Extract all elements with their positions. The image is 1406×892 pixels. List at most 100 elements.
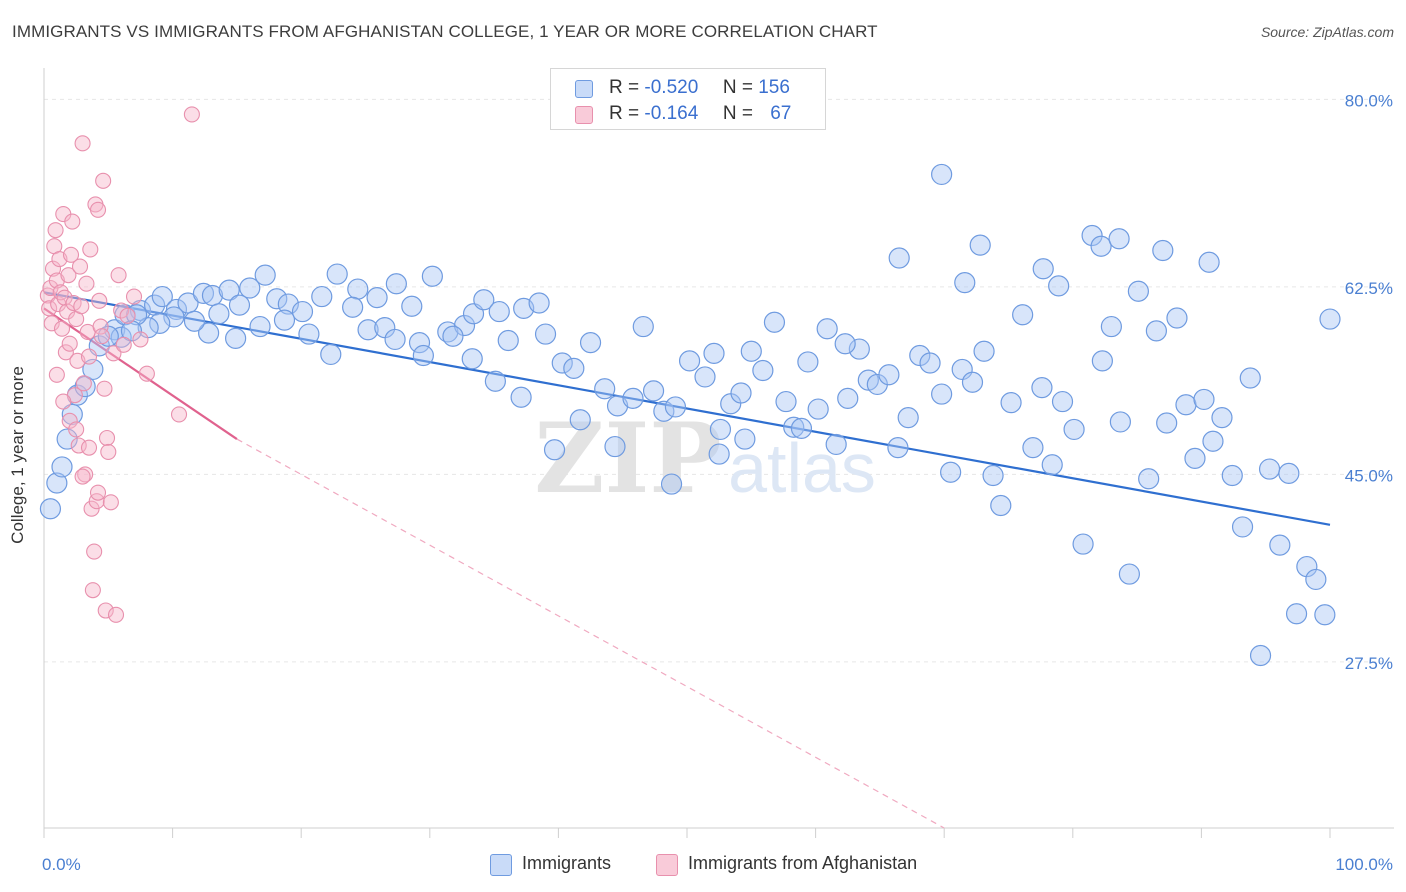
point-immigrants: [39, 498, 62, 520]
point-afghanistan: [62, 246, 80, 263]
point-afghanistan: [55, 393, 72, 410]
point-afghanistan: [82, 241, 99, 258]
point-afghanistan: [132, 331, 149, 348]
point-immigrants: [551, 352, 573, 374]
point-afghanistan: [77, 466, 94, 483]
legend-swatch-immigrants: [575, 80, 593, 98]
point-afghanistan: [48, 366, 65, 383]
point-afghanistan: [170, 406, 188, 423]
source-label: Source: ZipAtlas.com: [1260, 24, 1394, 40]
point-immigrants: [816, 318, 838, 340]
legend-r-label: R =: [609, 103, 640, 124]
point-immigrants: [357, 319, 379, 341]
point-immigrants: [51, 456, 73, 478]
grid-lines: [44, 98, 1394, 663]
point-immigrants: [897, 407, 919, 429]
point-immigrants: [1072, 533, 1094, 555]
point-afghanistan: [115, 336, 132, 353]
point-immigrants: [579, 332, 602, 354]
point-immigrants: [1031, 377, 1053, 399]
point-immigrants: [421, 265, 443, 287]
point-immigrants: [887, 437, 909, 459]
point-immigrants: [973, 340, 995, 362]
point-afghanistan: [61, 335, 78, 352]
point-immigrants: [740, 340, 762, 362]
point-immigrants: [703, 342, 725, 364]
point-afghanistan: [100, 443, 117, 460]
point-immigrants: [783, 416, 805, 438]
legend-row-immigrants: R = -0.520 N = 156: [551, 75, 825, 101]
point-afghanistan: [68, 421, 85, 438]
point-afghanistan: [96, 380, 113, 397]
point-immigrants: [408, 332, 431, 354]
point-immigrants: [752, 359, 774, 382]
point-afghanistan: [47, 222, 64, 239]
point-immigrants: [954, 272, 976, 294]
point-immigrants: [1051, 390, 1074, 413]
point-afghanistan: [43, 315, 60, 332]
legend-n-label: N =: [722, 77, 753, 98]
point-immigrants: [940, 461, 962, 483]
legend-r-label: R =: [609, 77, 640, 98]
point-immigrants: [797, 351, 819, 373]
point-afghanistan: [110, 267, 127, 284]
point-afghanistan: [56, 289, 73, 306]
point-immigrants: [919, 352, 941, 374]
point-immigrants: [694, 366, 716, 388]
point-afghanistan: [89, 201, 107, 218]
point-afghanistan: [98, 429, 116, 447]
point-immigrants: [311, 285, 333, 308]
point-immigrants: [488, 300, 510, 323]
tick-labels: 27.5% 45.0% 62.5% 80.0% 0.0% 100.0%: [42, 91, 1393, 874]
point-immigrants: [1198, 251, 1220, 273]
legend-n-value: 67: [770, 103, 792, 124]
point-immigrants: [218, 279, 240, 301]
point-immigrants: [320, 343, 342, 366]
trendline-afghanistan-extension: [236, 438, 945, 829]
point-afghanistan: [60, 267, 77, 284]
watermark: ZIP atlas: [534, 402, 876, 515]
point-immigrants: [1202, 430, 1224, 452]
point-afghanistan: [57, 344, 74, 361]
point-immigrants: [342, 296, 364, 318]
point-immigrants: [990, 494, 1012, 517]
point-immigrants: [347, 278, 369, 300]
point-immigrants: [1127, 280, 1149, 302]
point-afghanistan: [89, 484, 107, 501]
point-afghanistan: [119, 307, 136, 324]
point-immigrants: [790, 417, 813, 439]
point-immigrants: [1022, 437, 1044, 459]
point-immigrants: [254, 264, 276, 286]
watermark-atlas: atlas: [728, 429, 876, 507]
point-immigrants: [807, 398, 829, 420]
point-immigrants: [528, 292, 550, 314]
point-immigrants: [228, 294, 251, 316]
point-immigrants: [969, 234, 991, 256]
point-immigrants: [664, 396, 687, 418]
point-immigrants: [151, 285, 173, 308]
y-tick-label: 27.5%: [1345, 654, 1393, 673]
point-immigrants: [225, 327, 247, 349]
point-immigrants: [1285, 603, 1308, 625]
point-afghanistan: [61, 412, 78, 429]
point-afghanistan: [71, 258, 89, 275]
data-points: [39, 106, 1341, 667]
point-immigrants: [534, 323, 557, 345]
point-immigrants: [604, 435, 626, 458]
point-immigrants: [1184, 447, 1206, 469]
y-axis-label: College, 1 year or more: [8, 366, 27, 544]
x-tick-label: 100.0%: [1335, 855, 1393, 874]
point-immigrants: [192, 282, 215, 304]
point-immigrants: [1012, 304, 1034, 326]
point-immigrants: [678, 350, 701, 372]
point-immigrants: [1138, 468, 1160, 490]
point-afghanistan: [86, 543, 103, 560]
point-immigrants: [632, 315, 654, 338]
point-immigrants: [982, 464, 1004, 487]
point-afghanistan: [183, 106, 200, 123]
point-immigrants: [1278, 462, 1300, 484]
point-immigrants: [878, 364, 900, 386]
point-afghanistan: [75, 375, 92, 392]
point-afghanistan: [53, 320, 71, 337]
point-immigrants: [291, 300, 314, 323]
